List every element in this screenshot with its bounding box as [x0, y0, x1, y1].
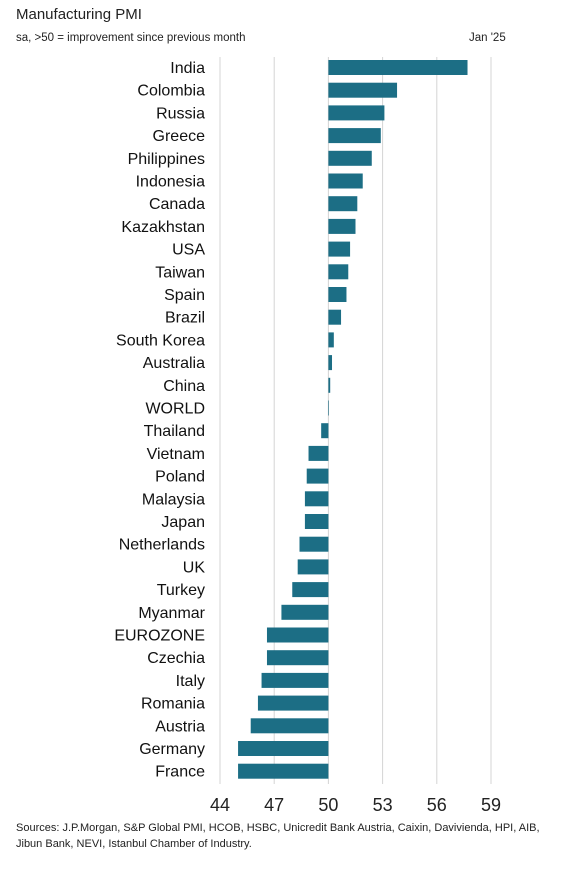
- bar: [328, 60, 468, 75]
- category-label: Russia: [156, 105, 205, 122]
- category-label: Myanmar: [138, 605, 205, 622]
- bar: [328, 241, 351, 257]
- category-label: Taiwan: [155, 264, 205, 281]
- x-tick-label: 47: [264, 795, 284, 815]
- bar: [304, 514, 329, 529]
- source-note: Sources: J.P.Morgan, S&P Global PMI, HCO…: [16, 822, 540, 850]
- chart-subtitle: sa, >50 = improvement since previous mon…: [16, 32, 246, 44]
- bar: [304, 491, 329, 507]
- category-label: Romania: [141, 696, 205, 713]
- bar: [328, 150, 372, 166]
- x-tick-label: 59: [481, 795, 501, 815]
- bar: [281, 604, 329, 620]
- category-label: Austria: [155, 718, 205, 735]
- bar: [328, 332, 334, 348]
- category-label: Thailand: [144, 423, 205, 440]
- bar: [328, 105, 385, 121]
- category-label: France: [155, 764, 205, 781]
- category-label: Vietnam: [147, 446, 205, 463]
- category-label: Philippines: [128, 151, 205, 168]
- bar: [308, 445, 329, 461]
- bar: [328, 377, 331, 393]
- bar: [266, 627, 329, 643]
- category-label: Brazil: [165, 310, 205, 327]
- category-label: India: [170, 60, 205, 77]
- bar: [328, 355, 333, 371]
- category-label: EUROZONE: [114, 628, 205, 645]
- category-label: WORLD: [145, 401, 205, 418]
- category-label: Australia: [143, 355, 205, 372]
- category-label: Greece: [153, 128, 206, 145]
- x-tick-label: 53: [373, 795, 393, 815]
- bar: [328, 400, 329, 416]
- bar: [250, 718, 329, 734]
- category-label: Spain: [164, 287, 205, 304]
- category-label: Czechia: [147, 650, 205, 667]
- bar: [292, 582, 329, 598]
- bar: [299, 536, 329, 552]
- bar: [328, 309, 342, 325]
- category-label: Japan: [161, 514, 205, 531]
- bar: [297, 559, 329, 575]
- category-label: Canada: [149, 196, 205, 213]
- category-label: Malaysia: [142, 491, 205, 508]
- category-label: Turkey: [157, 582, 205, 599]
- category-label: UK: [183, 559, 206, 576]
- chart-date: Jan '25: [469, 32, 506, 44]
- x-tick-label: 50: [318, 795, 338, 815]
- bar: [328, 128, 381, 144]
- bar: [261, 672, 329, 688]
- category-label: Kazakhstan: [121, 219, 205, 236]
- bar: [328, 196, 358, 212]
- category-label: Colombia: [137, 83, 205, 100]
- bar: [266, 650, 329, 666]
- x-tick-label: 44: [210, 795, 230, 815]
- category-label: China: [163, 378, 205, 395]
- category-label: USA: [172, 242, 205, 259]
- bar: [328, 287, 347, 302]
- bar: [321, 423, 329, 439]
- bar: [328, 173, 363, 189]
- bar: [238, 763, 329, 779]
- chart-title: Manufacturing PMI: [16, 6, 142, 23]
- bar: [238, 741, 329, 756]
- bar: [328, 218, 356, 234]
- bar: [328, 82, 398, 98]
- category-label: Netherlands: [119, 537, 205, 554]
- category-label: Italy: [176, 673, 205, 690]
- bar: [257, 695, 329, 711]
- x-tick-label: 56: [427, 795, 447, 815]
- category-label: South Korea: [116, 332, 205, 349]
- category-label: Indonesia: [136, 174, 205, 191]
- category-label: Poland: [155, 469, 205, 486]
- bar: [306, 468, 329, 484]
- bar: [328, 264, 349, 280]
- category-label: Germany: [139, 741, 205, 758]
